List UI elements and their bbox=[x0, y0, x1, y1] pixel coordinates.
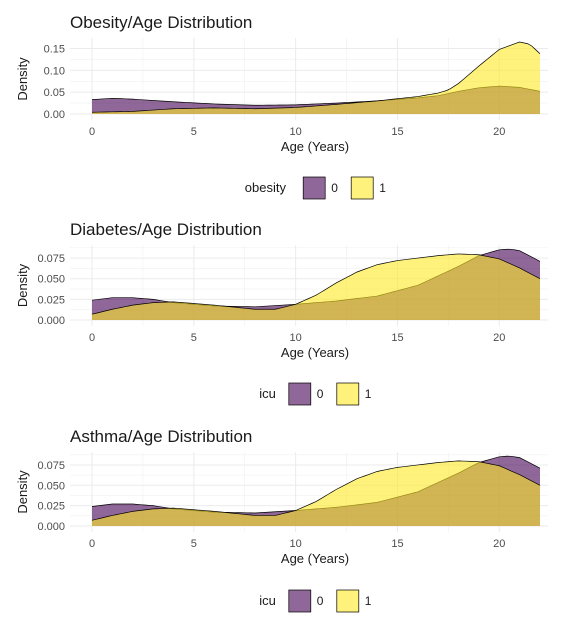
legend-title: icu bbox=[259, 386, 276, 401]
y-tick-label: 0.025 bbox=[37, 294, 65, 306]
legend-key-0 bbox=[288, 382, 312, 406]
legend-key-1 bbox=[336, 382, 360, 406]
y-tick-label: 0.050 bbox=[37, 480, 65, 492]
x-axis-title: Age (Years) bbox=[281, 551, 349, 566]
x-tick-label: 10 bbox=[290, 126, 302, 138]
x-tick-label: 0 bbox=[89, 126, 95, 138]
legend-title: icu bbox=[259, 593, 276, 608]
legend: icu 0 1 bbox=[259, 589, 372, 613]
density-outline-1 bbox=[91, 253, 541, 315]
chart-panel-3: Asthma/Age Distribution 0.000 0.025 0.050 0.… bbox=[15, 427, 548, 613]
legend-label: 0 bbox=[317, 594, 324, 608]
density-area-1 bbox=[92, 42, 540, 114]
x-tick-label: 15 bbox=[391, 538, 403, 550]
y-axis-title: Density bbox=[15, 470, 30, 514]
x-axis-title: Age (Years) bbox=[281, 345, 349, 360]
x-tick-label: 0 bbox=[89, 538, 95, 550]
chart-title: Obesity/Age Distribution bbox=[70, 13, 252, 32]
legend-key-0 bbox=[302, 176, 326, 200]
x-tick-label: 0 bbox=[89, 332, 95, 344]
y-tick-label: 0.075 bbox=[37, 460, 65, 472]
chart-panel-2: Diabetes/Age Distribution 0.000 0.025 0.050… bbox=[15, 220, 548, 406]
legend-label: 0 bbox=[317, 387, 324, 401]
density-area-1 bbox=[92, 460, 540, 526]
x-tick-label: 5 bbox=[191, 332, 197, 344]
y-tick-label: 0.000 bbox=[37, 315, 65, 327]
x-tick-label: 20 bbox=[493, 126, 505, 138]
legend-label: 0 bbox=[331, 181, 338, 195]
x-tick-label: 5 bbox=[191, 538, 197, 550]
legend-label: 1 bbox=[365, 387, 372, 401]
y-axis-title: Density bbox=[15, 57, 30, 101]
y-axis-title: Density bbox=[15, 263, 30, 307]
density-area-1 bbox=[92, 253, 540, 320]
y-tick-label: 0.10 bbox=[44, 65, 65, 77]
x-tick-label: 20 bbox=[493, 538, 505, 550]
x-tick-label: 15 bbox=[391, 332, 403, 344]
chart-title: Asthma/Age Distribution bbox=[70, 427, 252, 446]
legend: obesity 0 1 bbox=[245, 176, 386, 200]
y-tick-label: 0.000 bbox=[37, 521, 65, 533]
legend-title: obesity bbox=[245, 180, 287, 195]
x-tick-label: 10 bbox=[290, 332, 302, 344]
x-tick-label: 5 bbox=[191, 126, 197, 138]
legend-key-0 bbox=[288, 589, 312, 613]
y-tick-label: 0.05 bbox=[44, 87, 65, 99]
y-tick-label: 0.075 bbox=[37, 253, 65, 265]
legend-key-1 bbox=[350, 176, 374, 200]
y-tick-label: 0.050 bbox=[37, 274, 65, 286]
legend: icu 0 1 bbox=[259, 382, 372, 406]
y-tick-label: 0.00 bbox=[44, 109, 65, 121]
x-axis-title: Age (Years) bbox=[281, 139, 349, 154]
legend-label: 1 bbox=[365, 594, 372, 608]
x-tick-label: 20 bbox=[493, 332, 505, 344]
y-tick-label: 0.15 bbox=[44, 44, 65, 56]
x-tick-label: 15 bbox=[391, 126, 403, 138]
legend-key-1 bbox=[336, 589, 360, 613]
chart-panel-1: Obesity/Age Distribution 0.00 0.05 0.10 0.15… bbox=[15, 13, 548, 200]
density-outline-1 bbox=[91, 460, 541, 521]
density-outline-1 bbox=[91, 41, 541, 113]
chart-title: Diabetes/Age Distribution bbox=[70, 220, 262, 239]
y-tick-label: 0.025 bbox=[37, 501, 65, 513]
legend-label: 1 bbox=[379, 181, 386, 195]
x-tick-label: 10 bbox=[290, 538, 302, 550]
